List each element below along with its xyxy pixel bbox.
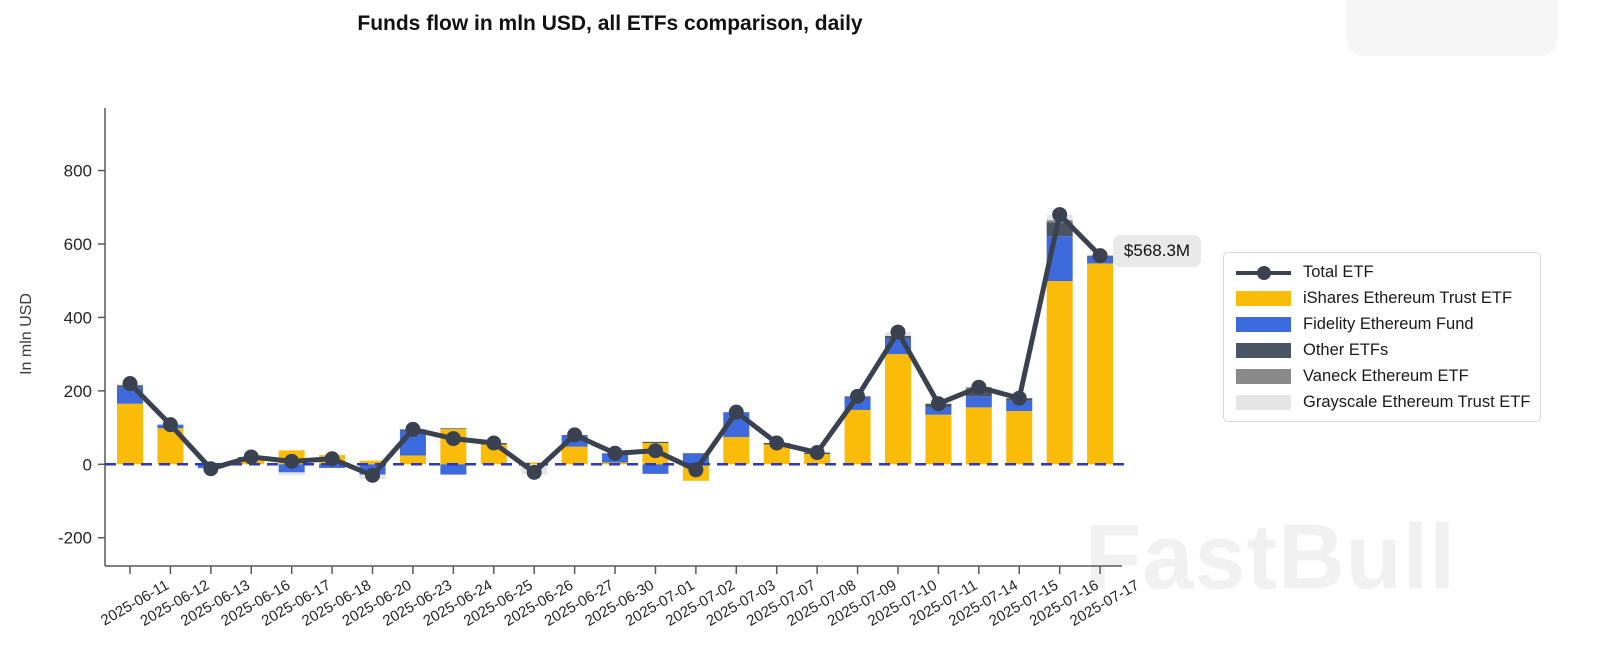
total-etf-marker — [526, 464, 542, 480]
legend-color-swatch — [1236, 316, 1291, 332]
bar-segment — [1006, 411, 1033, 465]
legend-color-swatch — [1236, 394, 1291, 410]
y-tick-label: 600 — [64, 235, 92, 254]
bar-segment — [682, 454, 709, 465]
bar-segment — [763, 444, 790, 465]
bar-segment — [1046, 281, 1073, 465]
last-value-annotation: $568.3M — [1113, 235, 1201, 267]
legend-color-swatch — [1236, 290, 1291, 306]
bar-segment — [965, 407, 992, 465]
bar-segment — [440, 464, 467, 475]
total-etf-marker — [365, 467, 381, 483]
total-etf-marker — [1052, 207, 1068, 223]
legend-label: Other ETFs — [1303, 340, 1389, 359]
total-etf-marker — [850, 388, 866, 404]
total-etf-marker — [445, 431, 461, 447]
total-etf-marker — [567, 427, 583, 443]
total-etf-marker — [243, 449, 259, 465]
bar-segment — [561, 446, 588, 465]
total-etf-marker — [486, 435, 502, 451]
legend-item-2[interactable]: Fidelity Ethereum Fund — [1236, 312, 1530, 337]
bar-segment — [642, 441, 669, 444]
bar-segment — [682, 453, 709, 455]
legend-item-0[interactable]: Total ETF — [1236, 260, 1530, 285]
fastbull-watermark: FastBull — [1085, 506, 1456, 608]
bar-segment — [1006, 400, 1033, 412]
legend-item-5[interactable]: Grayscale Ethereum Trust ETF — [1236, 390, 1530, 415]
y-axis-label: In mln USD — [18, 293, 35, 375]
legend: Total ETF iShares Ethereum Trust ETF Fidel… — [1223, 252, 1541, 422]
last-value-annotation-text: $568.3M — [1123, 241, 1191, 260]
bar-segment — [642, 441, 669, 442]
total-etf-marker — [284, 453, 300, 469]
total-etf-marker — [930, 396, 946, 412]
y-tick-label: 0 — [83, 455, 92, 474]
bar-segment — [844, 409, 871, 465]
total-etf-marker — [647, 443, 663, 459]
bar-segment — [925, 414, 952, 465]
bar-segment — [521, 462, 548, 465]
total-etf-marker — [971, 379, 987, 395]
legend-color-swatch — [1236, 342, 1291, 358]
total-etf-marker — [162, 417, 178, 433]
total-etf-marker — [405, 421, 421, 437]
bar-segment — [642, 464, 669, 474]
total-etf-marker — [203, 461, 219, 477]
legend-label: Total ETF — [1303, 262, 1374, 281]
total-etf-marker — [688, 462, 704, 478]
legend-label: iShares Ethereum Trust ETF — [1303, 288, 1513, 307]
total-etf-marker — [769, 435, 785, 451]
bar-segment — [884, 354, 911, 465]
total-etf-line — [128, 212, 1102, 478]
total-etf-marker — [122, 376, 138, 392]
legend-item-1[interactable]: iShares Ethereum Trust ETF — [1236, 286, 1530, 311]
bar-segment — [723, 437, 750, 465]
legend-item-4[interactable]: Vaneck Ethereum ETF — [1236, 364, 1530, 389]
bar-segment — [278, 472, 305, 476]
total-etf-marker — [1011, 390, 1027, 406]
total-etf-marker — [1092, 248, 1108, 264]
legend-label: Vaneck Ethereum ETF — [1303, 366, 1469, 385]
total-etf-marker — [607, 445, 623, 461]
bar-segment — [399, 455, 426, 465]
bar-segment — [965, 396, 992, 408]
chart-title: Funds flow in mln USD, all ETFs comparis… — [357, 12, 863, 35]
total-etf-marker — [728, 404, 744, 420]
legend-color-swatch — [1236, 368, 1291, 384]
y-tick-label: 800 — [64, 162, 92, 181]
corner-watermark-blob — [1346, 0, 1558, 56]
total-etf-marker — [324, 451, 340, 467]
legend-label: Grayscale Ethereum Trust ETF — [1303, 392, 1531, 411]
bar-segment — [1087, 263, 1114, 465]
legend-label: Fidelity Ethereum Fund — [1303, 314, 1474, 333]
legend-line-marker-icon — [1236, 265, 1291, 280]
bar-segment — [359, 460, 386, 465]
bar-segment — [117, 403, 143, 465]
y-tick-label: 200 — [64, 382, 92, 401]
total-etf-marker — [890, 324, 906, 340]
bar-segment — [440, 428, 467, 430]
y-tick-label: 400 — [64, 308, 92, 327]
y-tick-label: -200 — [58, 529, 92, 548]
legend-item-3[interactable]: Other ETFs — [1236, 338, 1530, 363]
total-etf-marker — [809, 445, 825, 461]
